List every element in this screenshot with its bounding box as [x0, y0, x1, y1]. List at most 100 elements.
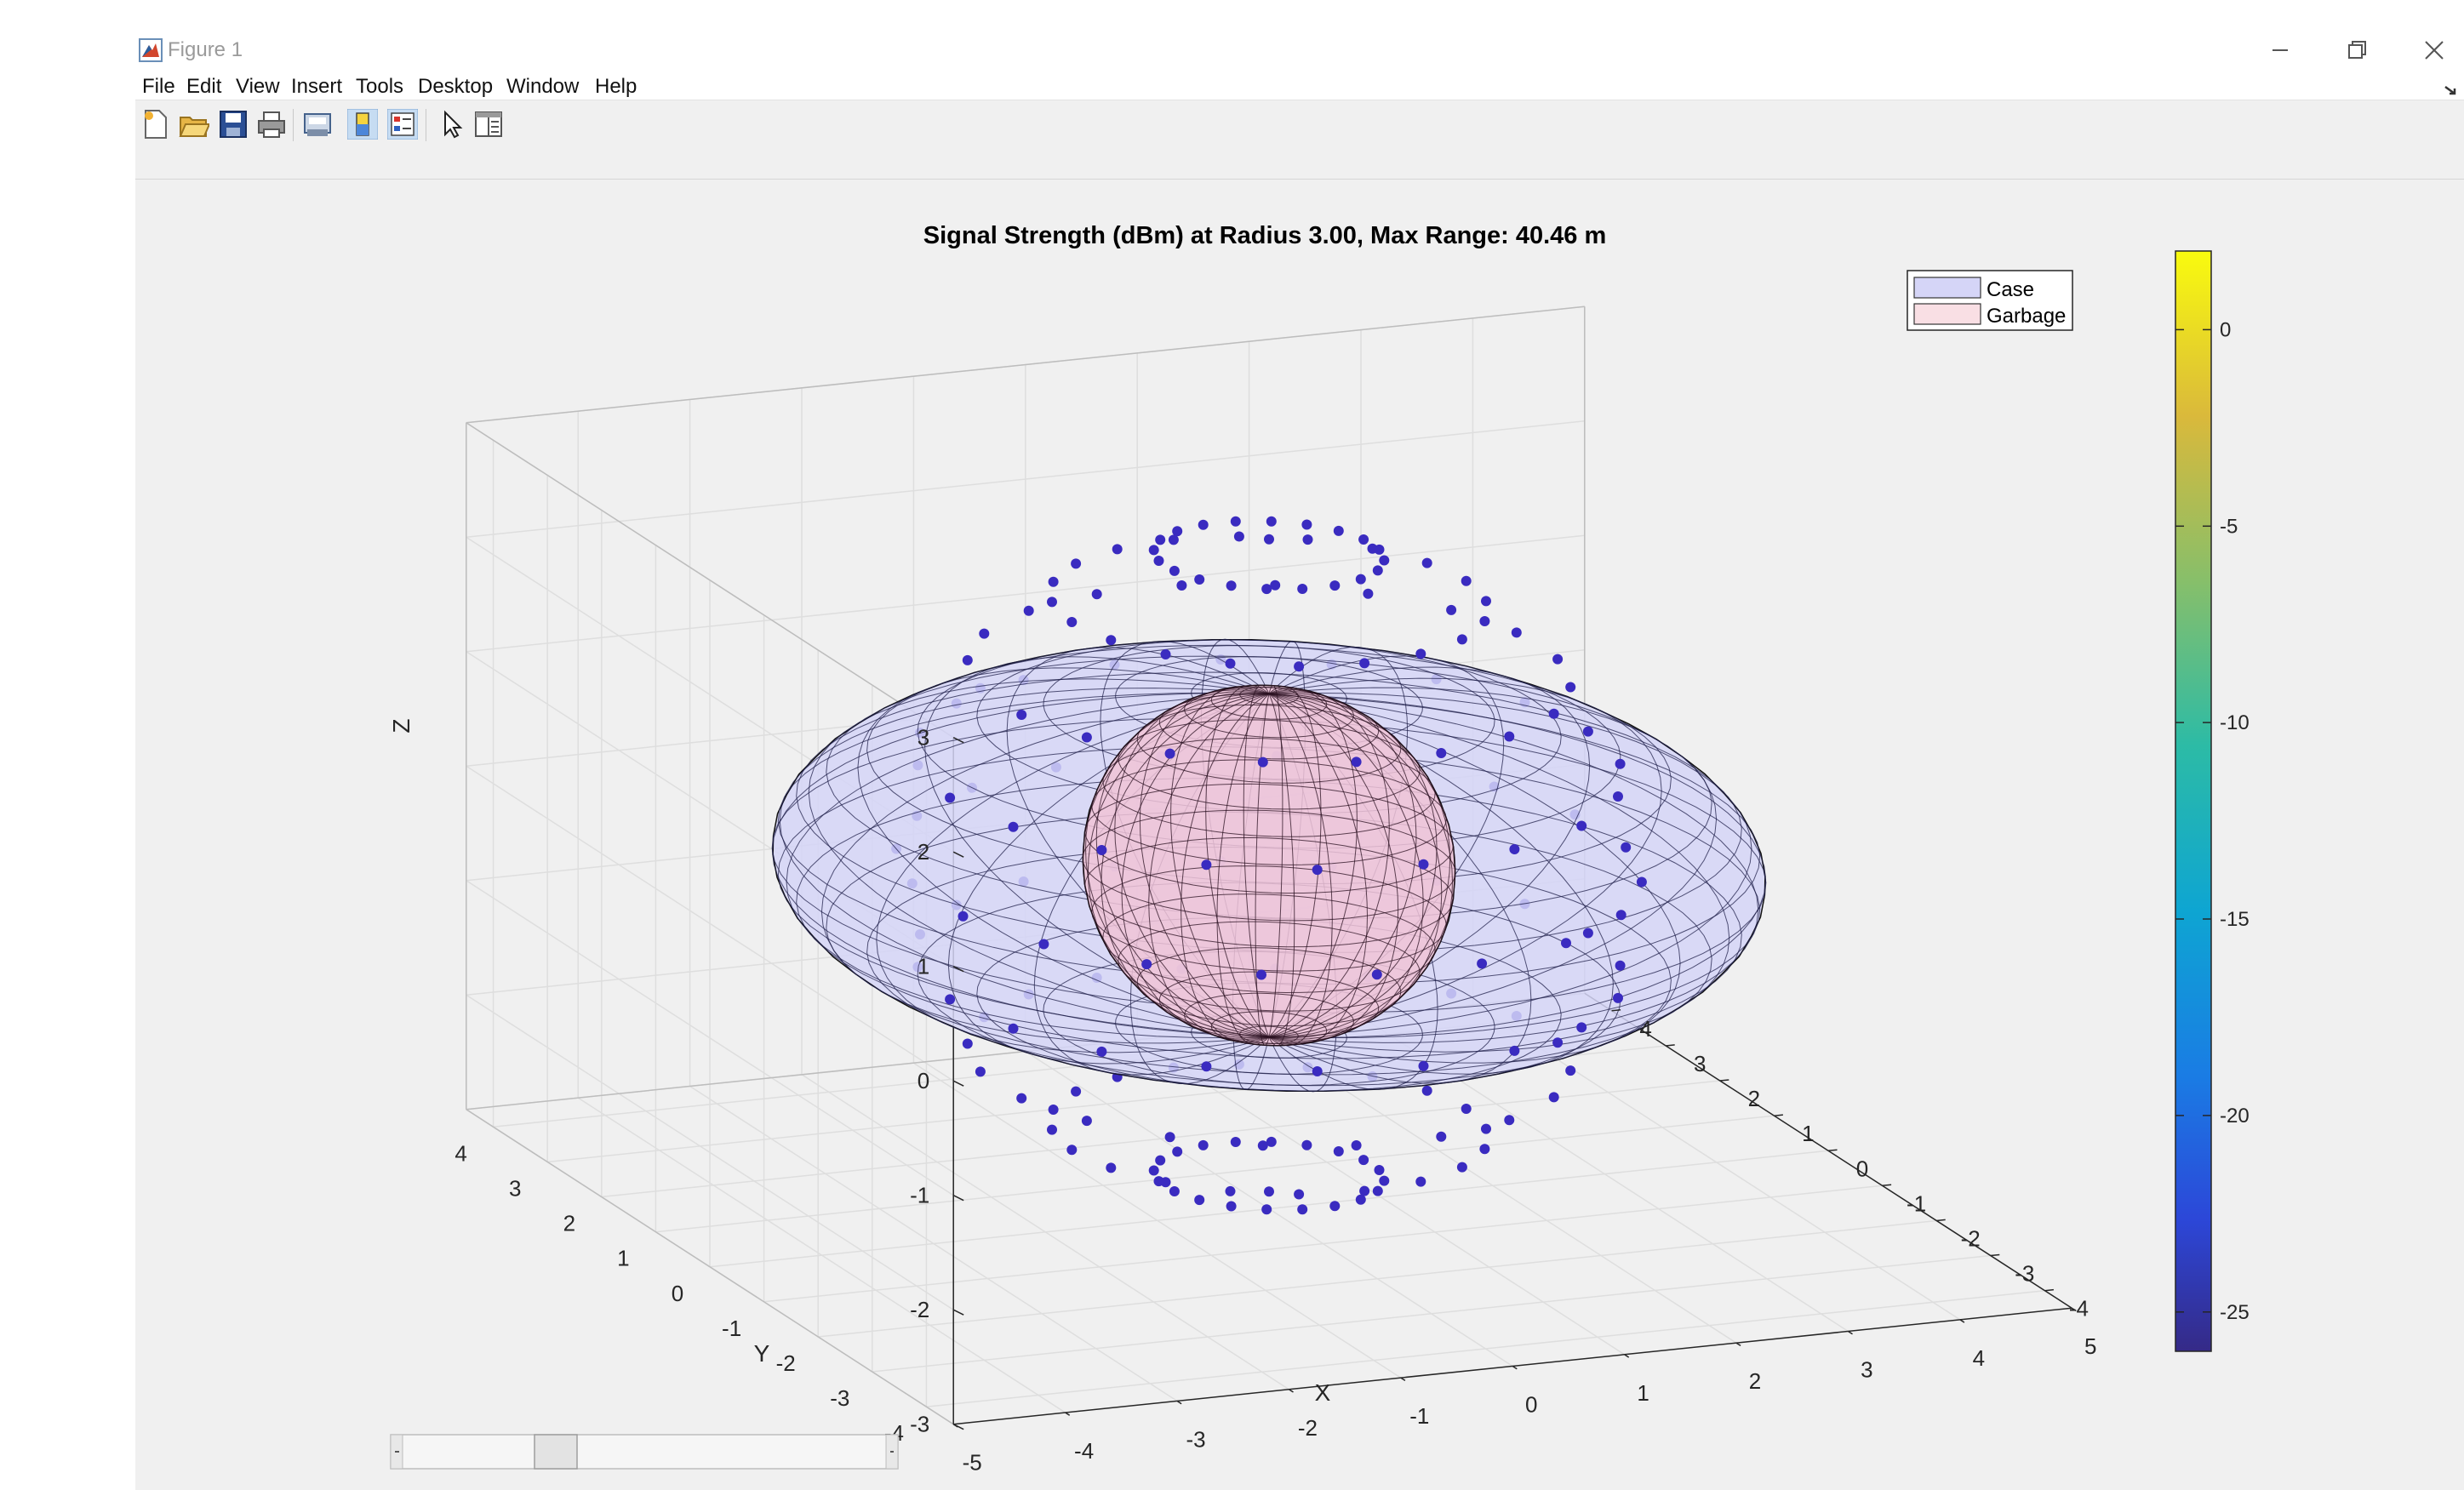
open-file-icon[interactable] [179, 109, 209, 140]
scatter-point [1615, 910, 1626, 921]
scatter-point [1421, 557, 1432, 568]
legend[interactable]: Case Garbage [1907, 270, 2073, 331]
scatter-point [1565, 1065, 1576, 1076]
scatter-point [1415, 648, 1426, 659]
y-tick-label: 3 [1694, 1051, 1706, 1076]
save-icon[interactable] [218, 109, 249, 140]
scatter-point [1312, 865, 1323, 876]
scatter-point [1066, 617, 1078, 627]
scatter-point [1047, 1124, 1057, 1135]
scatter-point [1230, 1137, 1241, 1147]
slider-thumb[interactable] [534, 1434, 578, 1470]
menu-desktop[interactable]: Desktop [418, 75, 494, 98]
scatter-point [1582, 726, 1593, 737]
scatter-point [1264, 1186, 1274, 1197]
scatter-point [1226, 1201, 1237, 1212]
x-tick-mark [1289, 1389, 1294, 1393]
menu-edit[interactable]: Edit [186, 75, 222, 98]
y-tick-label: 4 [454, 1140, 466, 1166]
pointer-icon[interactable] [437, 109, 467, 140]
menu-insert[interactable]: Insert [291, 75, 343, 98]
scatter-point [1194, 574, 1205, 585]
scatter-point [1096, 845, 1107, 855]
scatter-point [1112, 544, 1123, 555]
scatter-point [1333, 1146, 1344, 1156]
x-tick-mark [1065, 1412, 1071, 1416]
y-tick-label: -3 [830, 1385, 849, 1411]
colorbar-tick-label: -10 [2220, 711, 2250, 734]
scatter-point [1160, 649, 1171, 659]
scatter-point [1548, 708, 1559, 719]
y-tick-mark [1666, 1044, 1675, 1047]
colorbar-icon[interactable] [347, 109, 378, 140]
menu-help[interactable]: Help [595, 75, 637, 98]
scatter-point [1582, 928, 1593, 939]
scatter-point [1194, 1195, 1205, 1206]
scatter-point [1169, 1186, 1180, 1196]
scatter-point [1169, 565, 1180, 576]
menu-view[interactable]: View [236, 75, 280, 98]
scatter-point [1198, 1139, 1209, 1150]
colorbar[interactable] [2175, 250, 2212, 1352]
y-tick-label: 0 [1856, 1156, 1868, 1181]
scatter-point [1261, 584, 1272, 595]
scatter-point [1301, 1139, 1312, 1150]
y-tick-label: 3 [509, 1176, 521, 1202]
window-title: Figure 1 [168, 38, 243, 61]
scatter-point [1172, 1146, 1183, 1157]
scatter-point [1329, 580, 1341, 591]
scatter-point [1359, 1185, 1370, 1196]
scatter-point [1363, 588, 1374, 599]
toolbar [135, 100, 2464, 180]
scatter-point [1511, 627, 1522, 638]
scatter-point [1351, 756, 1362, 768]
scatter-point [1372, 565, 1383, 576]
legend-icon[interactable] [387, 109, 418, 140]
horizontal-slider[interactable] [390, 1434, 899, 1470]
scatter-point [1164, 1132, 1175, 1143]
scatter-point [1358, 534, 1369, 545]
scatter-point [1615, 758, 1626, 769]
colorbar-tick-label: -25 [2220, 1301, 2250, 1324]
z-tick-mark [952, 1424, 964, 1430]
dock-arrow-icon[interactable] [2443, 82, 2460, 99]
y-tick-mark [1990, 1253, 2000, 1257]
scatter-point [1047, 597, 1057, 608]
y-tick-label: -3 [2015, 1261, 2034, 1287]
print-icon[interactable] [256, 109, 287, 140]
scatter-point [962, 654, 973, 665]
new-figure-icon[interactable] [140, 109, 171, 140]
scatter-point [1504, 731, 1515, 742]
menu-tools[interactable]: Tools [356, 75, 404, 98]
scatter-point [1106, 635, 1117, 646]
scatter-point [1372, 1185, 1383, 1196]
scatter-point [1201, 1061, 1212, 1072]
scatter-point [1615, 960, 1626, 971]
menu-window[interactable]: Window [506, 75, 580, 98]
minimize-button[interactable] [2242, 31, 2318, 70]
garbage-mesh-parallel [1158, 694, 1380, 760]
x-tick-mark [2071, 1307, 2077, 1312]
y-axis-label: Y [754, 1340, 770, 1367]
scatter-point [1257, 756, 1268, 768]
garbage-mesh-parallel [1091, 759, 1447, 865]
print-preview-icon[interactable] [302, 109, 333, 140]
scatter-point [1261, 1204, 1272, 1215]
garbage-mesh-parallel [1158, 971, 1380, 1037]
menu-file[interactable]: File [142, 75, 175, 98]
scatter-point [1415, 1176, 1426, 1187]
scatter-point [1576, 820, 1587, 831]
x-tick-mark [1512, 1365, 1518, 1370]
garbage-sphere [1082, 684, 1456, 1047]
y-tick-mark [1936, 1219, 1946, 1222]
scatter-front-points [945, 534, 1647, 1215]
property-editor-icon[interactable] [473, 109, 504, 140]
floor-grid-line [763, 1185, 1883, 1303]
restore-button[interactable] [2318, 31, 2395, 70]
close-button[interactable] [2395, 31, 2464, 70]
x-tick-label: -5 [963, 1450, 982, 1476]
y-tick-label: 2 [1748, 1086, 1760, 1111]
floor-grid-line [872, 1254, 1991, 1373]
scatter-point [1081, 1116, 1092, 1127]
scatter-point [1148, 545, 1159, 556]
